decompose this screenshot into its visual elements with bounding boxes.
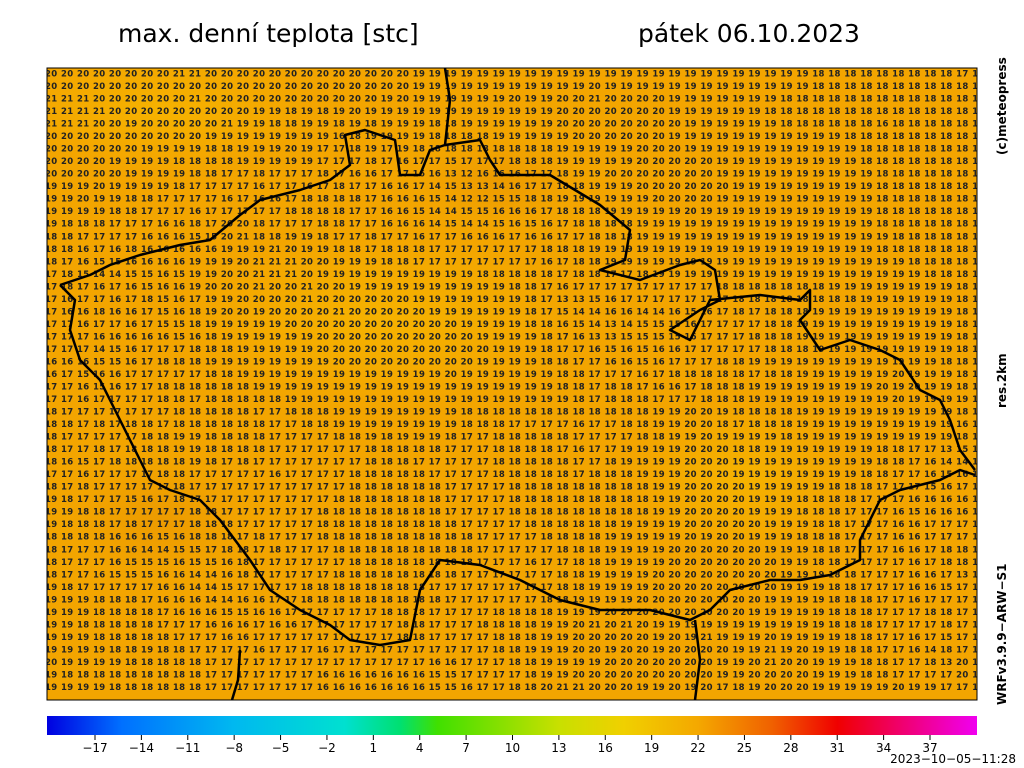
country-border bbox=[693, 619, 702, 700]
value-row: 18 17 18 17 17 17 17 17 18 17 17 17 17 1… bbox=[45, 483, 978, 493]
value-row: 21 21 21 21 20 20 20 20 20 20 20 20 20 1… bbox=[45, 107, 978, 117]
value-row: 19 19 19 20 19 19 19 19 18 17 17 17 17 1… bbox=[45, 182, 978, 192]
value-row: 19 19 18 18 17 17 17 17 17 18 18 17 17 1… bbox=[45, 508, 978, 518]
colorbar-label: −11 bbox=[175, 741, 200, 755]
value-row: 19 18 18 18 17 17 17 16 16 18 17 20 20 1… bbox=[45, 220, 978, 230]
value-row: 16 16 16 15 15 16 17 18 18 18 19 19 19 1… bbox=[45, 357, 978, 367]
colorbar-label: 19 bbox=[644, 741, 659, 755]
value-row: 17 17 16 15 16 17 17 18 18 18 18 18 18 1… bbox=[45, 383, 978, 393]
colorbar-label: 10 bbox=[505, 741, 520, 755]
value-row: 16 17 15 16 16 17 17 17 17 17 18 18 19 1… bbox=[45, 370, 978, 380]
value-row: 19 19 20 19 19 18 18 17 17 17 17 16 17 1… bbox=[45, 195, 978, 205]
colorbar-label: −17 bbox=[82, 741, 107, 755]
colorbar-label: 22 bbox=[690, 741, 705, 755]
colorbar-label: 37 bbox=[922, 741, 937, 755]
value-row: 18 17 17 18 17 18 18 18 19 19 18 18 18 1… bbox=[45, 445, 978, 455]
cool-area bbox=[420, 140, 580, 220]
value-row: 20 20 20 20 20 20 20 20 20 20 20 20 20 2… bbox=[45, 82, 978, 92]
warm-area bbox=[630, 400, 850, 560]
value-row: 19 19 19 18 18 18 17 16 16 16 14 14 16 1… bbox=[45, 595, 978, 605]
colorbar-label: 25 bbox=[737, 741, 752, 755]
value-row: 21 21 21 20 20 20 20 20 20 21 20 20 20 2… bbox=[45, 95, 978, 105]
value-row: 21 21 21 20 20 19 20 20 20 20 20 21 19 1… bbox=[45, 120, 978, 130]
value-row: 19 18 18 18 18 18 18 18 18 18 17 17 17 1… bbox=[45, 670, 978, 680]
value-row: 19 19 19 19 18 18 17 17 17 16 17 17 17 1… bbox=[45, 207, 978, 217]
value-row: 18 17 17 17 16 15 15 15 16 15 15 16 18 1… bbox=[45, 558, 978, 568]
value-row: 18 17 17 17 16 16 14 14 15 15 17 18 18 1… bbox=[45, 545, 978, 555]
value-row: 18 18 18 18 16 16 16 15 16 18 18 18 17 1… bbox=[45, 533, 978, 543]
value-row: 17 17 17 14 15 16 17 17 17 18 18 18 19 1… bbox=[45, 345, 978, 355]
value-row: 18 17 17 17 17 17 17 17 18 18 18 18 18 1… bbox=[45, 408, 978, 418]
value-row: 20 20 20 20 20 20 20 20 21 21 20 20 20 2… bbox=[45, 70, 978, 80]
value-row: 20 19 19 19 19 18 18 18 18 18 17 17 17 1… bbox=[45, 658, 978, 668]
warm-area bbox=[180, 230, 580, 410]
value-row: 20 20 20 20 20 20 20 20 20 20 19 19 19 1… bbox=[45, 132, 978, 142]
value-row: 18 18 17 18 17 18 18 17 18 18 18 18 18 1… bbox=[45, 420, 978, 430]
colorbar-label: −8 bbox=[225, 741, 243, 755]
value-row: 18 17 17 16 15 15 15 16 16 14 14 16 18 1… bbox=[45, 570, 978, 580]
colorbar-label: 13 bbox=[551, 741, 566, 755]
value-row: 17 16 17 17 16 17 18 15 16 17 19 19 20 2… bbox=[45, 295, 978, 305]
cool-area bbox=[70, 460, 250, 580]
colorbar-label: −5 bbox=[272, 741, 290, 755]
value-row: 19 19 19 19 18 18 19 18 18 17 17 17 17 1… bbox=[45, 645, 978, 655]
value-row: 17 17 16 17 17 17 17 18 18 17 17 17 17 1… bbox=[45, 470, 978, 480]
colorbar-label: −14 bbox=[129, 741, 154, 755]
colorbar bbox=[47, 716, 977, 735]
colorbar-label: 4 bbox=[416, 741, 424, 755]
colorbar-ticks: −17 −14 −11 −8 −5 −2 1 4 7 10 13 16 19 22 25 28 31 34 37 bbox=[82, 735, 938, 755]
country-border bbox=[59, 284, 976, 647]
country-border bbox=[230, 649, 242, 700]
value-row: 18 18 17 17 17 17 16 16 16 15 15 20 21 1… bbox=[45, 232, 978, 242]
value-row: 18 16 15 17 18 18 18 18 18 19 18 17 18 1… bbox=[45, 458, 978, 468]
value-row: 19 18 17 17 17 17 17 16 16 14 14 15 17 1… bbox=[45, 583, 978, 593]
model-name: WRFv3.9.9−ARW−S1 bbox=[995, 563, 1009, 705]
map-date: pátek 06.10.2023 bbox=[638, 19, 860, 48]
country-border bbox=[444, 138, 976, 471]
value-row: 18 18 16 17 16 18 16 16 16 16 16 19 19 1… bbox=[45, 245, 978, 255]
resolution: res.2km bbox=[995, 353, 1009, 408]
value-row: 17 17 16 17 17 17 17 18 18 17 18 18 18 1… bbox=[45, 395, 978, 405]
value-row: 19 19 19 18 18 18 18 18 17 17 17 16 16 1… bbox=[45, 633, 978, 643]
copyright: (c)meteopress bbox=[995, 57, 1009, 155]
map-area: 20 20 20 20 20 20 20 20 21 21 20 20 20 2… bbox=[45, 68, 978, 700]
value-row: 17 16 16 18 16 16 17 15 16 18 19 20 20 1… bbox=[45, 307, 978, 317]
value-row: 19 19 19 18 18 18 18 17 16 16 16 15 15 1… bbox=[45, 608, 978, 618]
colorbar-label: 16 bbox=[598, 741, 613, 755]
country-border bbox=[59, 68, 452, 287]
timestamp: 2023−10−05−11:28 bbox=[890, 752, 1016, 766]
value-row: 20 20 20 20 19 19 19 19 18 18 18 18 19 1… bbox=[45, 157, 978, 167]
value-row: 19 19 18 18 18 18 18 17 17 17 16 16 16 1… bbox=[45, 620, 978, 630]
value-row: 19 18 17 17 17 15 16 17 18 17 17 17 17 1… bbox=[45, 495, 978, 505]
value-grid: 20 20 20 20 20 20 20 20 21 21 20 20 20 2… bbox=[45, 70, 978, 693]
colorbar-label: 7 bbox=[462, 741, 470, 755]
warm-area bbox=[47, 68, 310, 170]
value-row: 20 20 20 20 20 20 19 19 19 19 18 18 19 1… bbox=[45, 145, 978, 155]
value-row: 18 17 16 15 15 16 16 16 16 19 19 19 20 2… bbox=[45, 257, 978, 267]
value-row: 17 18 17 16 17 16 15 16 16 19 20 20 20 2… bbox=[45, 282, 978, 292]
value-row: 17 18 15 14 14 15 15 16 15 19 19 20 20 2… bbox=[45, 270, 978, 280]
value-row: 17 17 16 17 17 16 17 15 15 18 19 19 19 1… bbox=[45, 320, 978, 330]
colorbar-label: 34 bbox=[876, 741, 891, 755]
map-title: max. denní teplota [stc] bbox=[118, 19, 419, 48]
colorbar-label: −2 bbox=[318, 741, 336, 755]
value-row: 19 19 19 19 18 18 18 18 18 18 17 17 17 1… bbox=[45, 683, 978, 693]
value-row: 17 17 17 16 16 16 16 16 15 16 18 19 19 1… bbox=[45, 332, 978, 342]
colorbar-label: 1 bbox=[370, 741, 378, 755]
value-row: 18 17 17 17 17 17 18 18 19 19 18 18 18 1… bbox=[45, 433, 978, 443]
map-frame bbox=[46, 67, 978, 701]
value-row: 19 18 18 18 17 18 17 17 17 18 18 18 17 1… bbox=[45, 520, 978, 530]
colorbar-label: 28 bbox=[783, 741, 798, 755]
colorbar-label: 31 bbox=[830, 741, 845, 755]
